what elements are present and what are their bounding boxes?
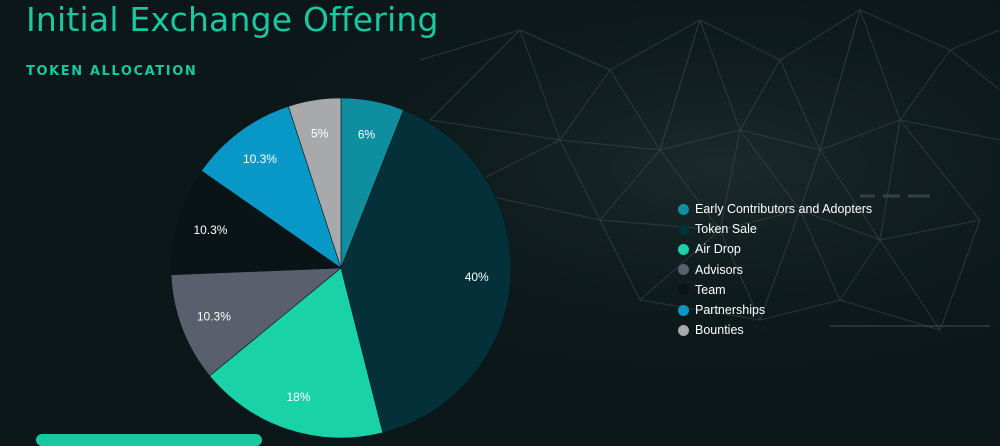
legend-label: Advisors: [695, 262, 743, 277]
pie-slice-label: 10.3%: [243, 152, 277, 166]
pie-slice-label: 6%: [358, 127, 376, 141]
legend-label: Team: [695, 282, 726, 297]
legend-label: Early Contributors and Adopters: [695, 202, 873, 217]
legend-item[interactable]: Air Drop: [678, 239, 872, 259]
pie-slice-label: 10.3%: [197, 309, 231, 323]
legend-item[interactable]: Advisors: [678, 260, 872, 280]
pie-slice-label: 18%: [287, 390, 311, 404]
legend-label: Bounties: [695, 323, 744, 338]
legend-swatch: [678, 324, 689, 336]
legend-label: Partnerships: [695, 303, 766, 318]
page-title: Initial Exchange Offering: [26, 0, 439, 39]
legend-swatch: [678, 264, 689, 276]
pie-slice[interactable]: [340, 109, 512, 434]
legend-swatch: [678, 203, 689, 215]
legend-item[interactable]: Token Sale: [678, 219, 872, 239]
pie-slice[interactable]: [288, 97, 342, 269]
cta-button[interactable]: [36, 434, 262, 446]
legend-swatch: [678, 284, 689, 296]
legend-swatch: [678, 243, 689, 255]
pie-slice[interactable]: [170, 170, 342, 275]
legend-item[interactable]: Bounties: [678, 320, 872, 340]
legend-item[interactable]: Team: [678, 280, 872, 300]
legend-swatch: [678, 304, 689, 316]
legend-swatch: [678, 223, 689, 235]
pie-slice[interactable]: [209, 267, 384, 438]
pie-slice-label: 40%: [465, 270, 489, 284]
legend-label: Air Drop: [695, 242, 741, 257]
legend-label: Token Sale: [695, 222, 757, 237]
pie-slice[interactable]: [201, 105, 342, 269]
pie-slice[interactable]: [170, 267, 342, 377]
section-title: TOKEN ALLOCATION: [26, 64, 198, 79]
pie-slice-label: 10.3%: [193, 223, 227, 237]
chart-legend: Early Contributors and Adopters Token Sal…: [678, 199, 872, 340]
legend-item[interactable]: Early Contributors and Adopters: [678, 199, 872, 219]
pie-slice-label: 5%: [311, 127, 329, 141]
legend-item[interactable]: Partnerships: [678, 300, 872, 320]
